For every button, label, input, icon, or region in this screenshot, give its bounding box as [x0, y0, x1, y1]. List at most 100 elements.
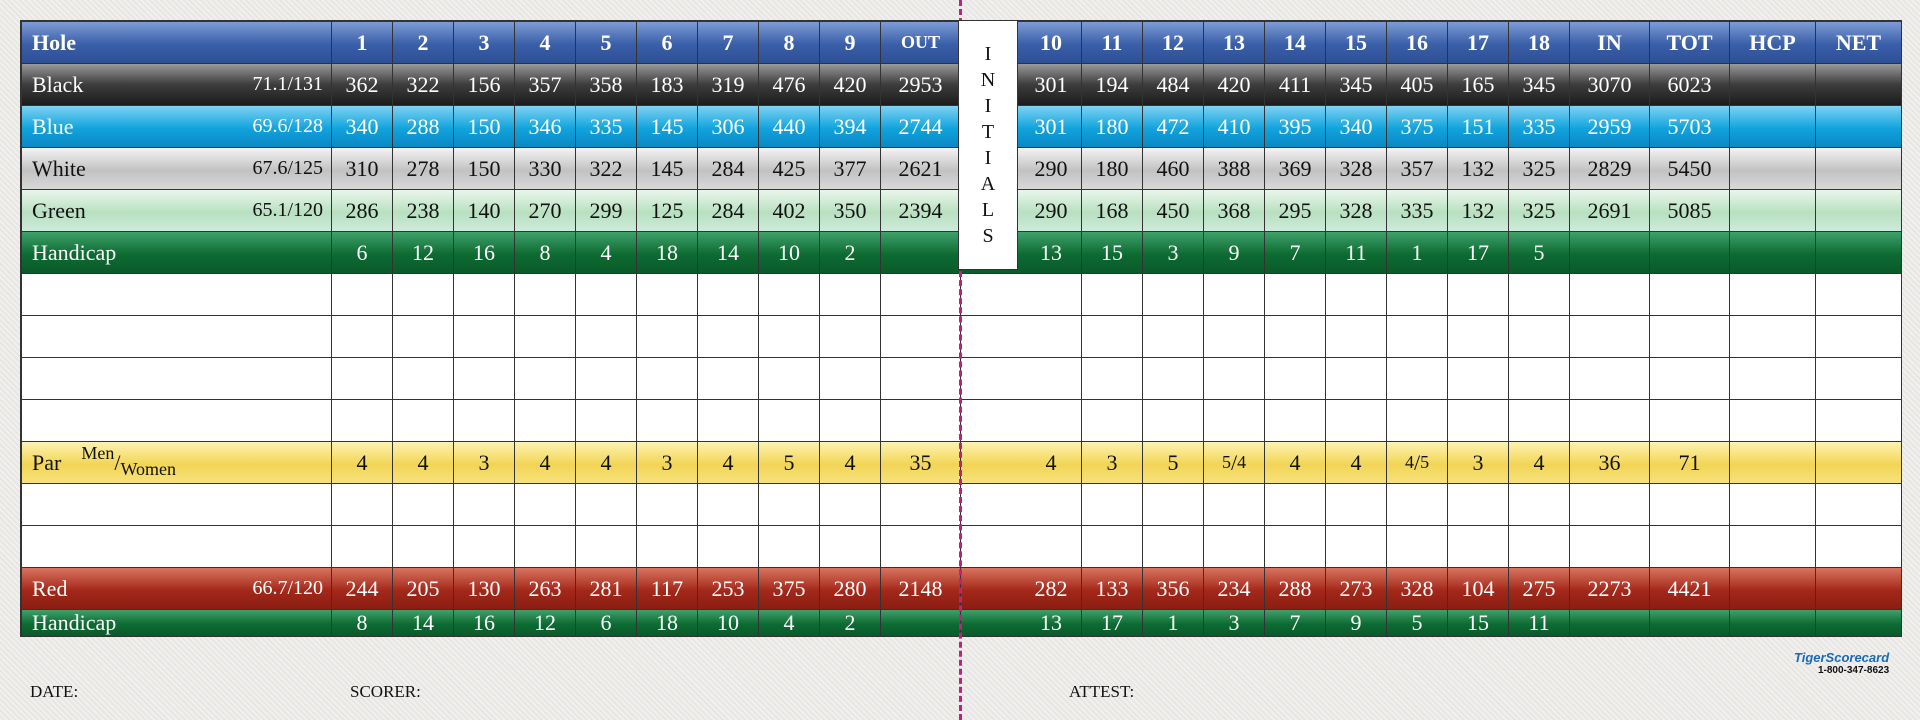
hcp-score-field[interactable]: [1730, 526, 1816, 568]
score-field[interactable]: [759, 484, 820, 526]
score-field[interactable]: [1143, 274, 1204, 316]
score-field[interactable]: [1509, 400, 1570, 442]
score-field[interactable]: [759, 400, 820, 442]
score-field[interactable]: [1204, 400, 1265, 442]
score-field[interactable]: [1326, 526, 1387, 568]
tot-score-field[interactable]: [1650, 484, 1730, 526]
score-field[interactable]: [1082, 526, 1143, 568]
score-field[interactable]: [637, 274, 698, 316]
score-field[interactable]: [759, 358, 820, 400]
score-field[interactable]: [1448, 400, 1509, 442]
score-field[interactable]: [1387, 400, 1448, 442]
score-field[interactable]: [332, 316, 393, 358]
tot-score-field[interactable]: [1650, 274, 1730, 316]
score-field[interactable]: [820, 316, 881, 358]
score-field[interactable]: [576, 274, 637, 316]
score-field[interactable]: [637, 316, 698, 358]
score-field[interactable]: [820, 274, 881, 316]
hcp-score-field[interactable]: [1730, 274, 1816, 316]
score-field[interactable]: [1021, 316, 1082, 358]
score-field[interactable]: [820, 358, 881, 400]
score-field[interactable]: [1021, 484, 1082, 526]
score-field[interactable]: [332, 274, 393, 316]
score-field[interactable]: [820, 526, 881, 568]
score-field[interactable]: [332, 400, 393, 442]
score-field[interactable]: [454, 358, 515, 400]
out-score-field[interactable]: [881, 484, 961, 526]
out-score-field[interactable]: [881, 358, 961, 400]
score-field[interactable]: [1265, 316, 1326, 358]
score-field[interactable]: [515, 526, 576, 568]
score-field[interactable]: [515, 274, 576, 316]
score-field[interactable]: [454, 274, 515, 316]
score-field[interactable]: [576, 358, 637, 400]
score-field[interactable]: [1082, 400, 1143, 442]
score-field[interactable]: [1326, 274, 1387, 316]
score-field[interactable]: [1143, 316, 1204, 358]
score-field[interactable]: [637, 358, 698, 400]
score-field[interactable]: [1082, 358, 1143, 400]
score-field[interactable]: [1143, 400, 1204, 442]
score-field[interactable]: [698, 526, 759, 568]
tot-score-field[interactable]: [1650, 316, 1730, 358]
net-score-field[interactable]: [1816, 400, 1902, 442]
score-field[interactable]: [1265, 274, 1326, 316]
player-name-field[interactable]: [22, 526, 332, 568]
score-field[interactable]: [393, 526, 454, 568]
out-score-field[interactable]: [881, 316, 961, 358]
in-score-field[interactable]: [1570, 274, 1650, 316]
score-field[interactable]: [1143, 358, 1204, 400]
player-name-field[interactable]: [22, 484, 332, 526]
score-field[interactable]: [332, 526, 393, 568]
score-field[interactable]: [1509, 484, 1570, 526]
score-field[interactable]: [576, 526, 637, 568]
score-field[interactable]: [332, 358, 393, 400]
score-field[interactable]: [1082, 316, 1143, 358]
score-field[interactable]: [1082, 484, 1143, 526]
in-score-field[interactable]: [1570, 484, 1650, 526]
score-field[interactable]: [1021, 400, 1082, 442]
in-score-field[interactable]: [1570, 316, 1650, 358]
score-field[interactable]: [1448, 274, 1509, 316]
tot-score-field[interactable]: [1650, 526, 1730, 568]
score-field[interactable]: [1082, 274, 1143, 316]
score-field[interactable]: [393, 484, 454, 526]
score-field[interactable]: [515, 358, 576, 400]
score-field[interactable]: [1509, 316, 1570, 358]
score-field[interactable]: [637, 400, 698, 442]
score-field[interactable]: [1265, 358, 1326, 400]
score-field[interactable]: [1021, 274, 1082, 316]
player-name-field[interactable]: [22, 274, 332, 316]
in-score-field[interactable]: [1570, 400, 1650, 442]
in-score-field[interactable]: [1570, 526, 1650, 568]
score-field[interactable]: [1143, 526, 1204, 568]
score-field[interactable]: [759, 526, 820, 568]
player-name-field[interactable]: [22, 358, 332, 400]
score-field[interactable]: [454, 316, 515, 358]
hcp-score-field[interactable]: [1730, 316, 1816, 358]
score-field[interactable]: [1448, 526, 1509, 568]
tot-score-field[interactable]: [1650, 358, 1730, 400]
score-field[interactable]: [820, 484, 881, 526]
score-field[interactable]: [1326, 316, 1387, 358]
score-field[interactable]: [1204, 316, 1265, 358]
score-field[interactable]: [1265, 526, 1326, 568]
score-field[interactable]: [576, 400, 637, 442]
player-name-field[interactable]: [22, 316, 332, 358]
score-field[interactable]: [1509, 358, 1570, 400]
score-field[interactable]: [1387, 526, 1448, 568]
out-score-field[interactable]: [881, 526, 961, 568]
score-field[interactable]: [1326, 484, 1387, 526]
score-field[interactable]: [1265, 484, 1326, 526]
score-field[interactable]: [637, 526, 698, 568]
score-field[interactable]: [515, 316, 576, 358]
net-score-field[interactable]: [1816, 358, 1902, 400]
score-field[interactable]: [454, 484, 515, 526]
score-field[interactable]: [454, 400, 515, 442]
score-field[interactable]: [1448, 484, 1509, 526]
net-score-field[interactable]: [1816, 484, 1902, 526]
score-field[interactable]: [393, 274, 454, 316]
score-field[interactable]: [1326, 358, 1387, 400]
score-field[interactable]: [1509, 526, 1570, 568]
score-field[interactable]: [1204, 274, 1265, 316]
